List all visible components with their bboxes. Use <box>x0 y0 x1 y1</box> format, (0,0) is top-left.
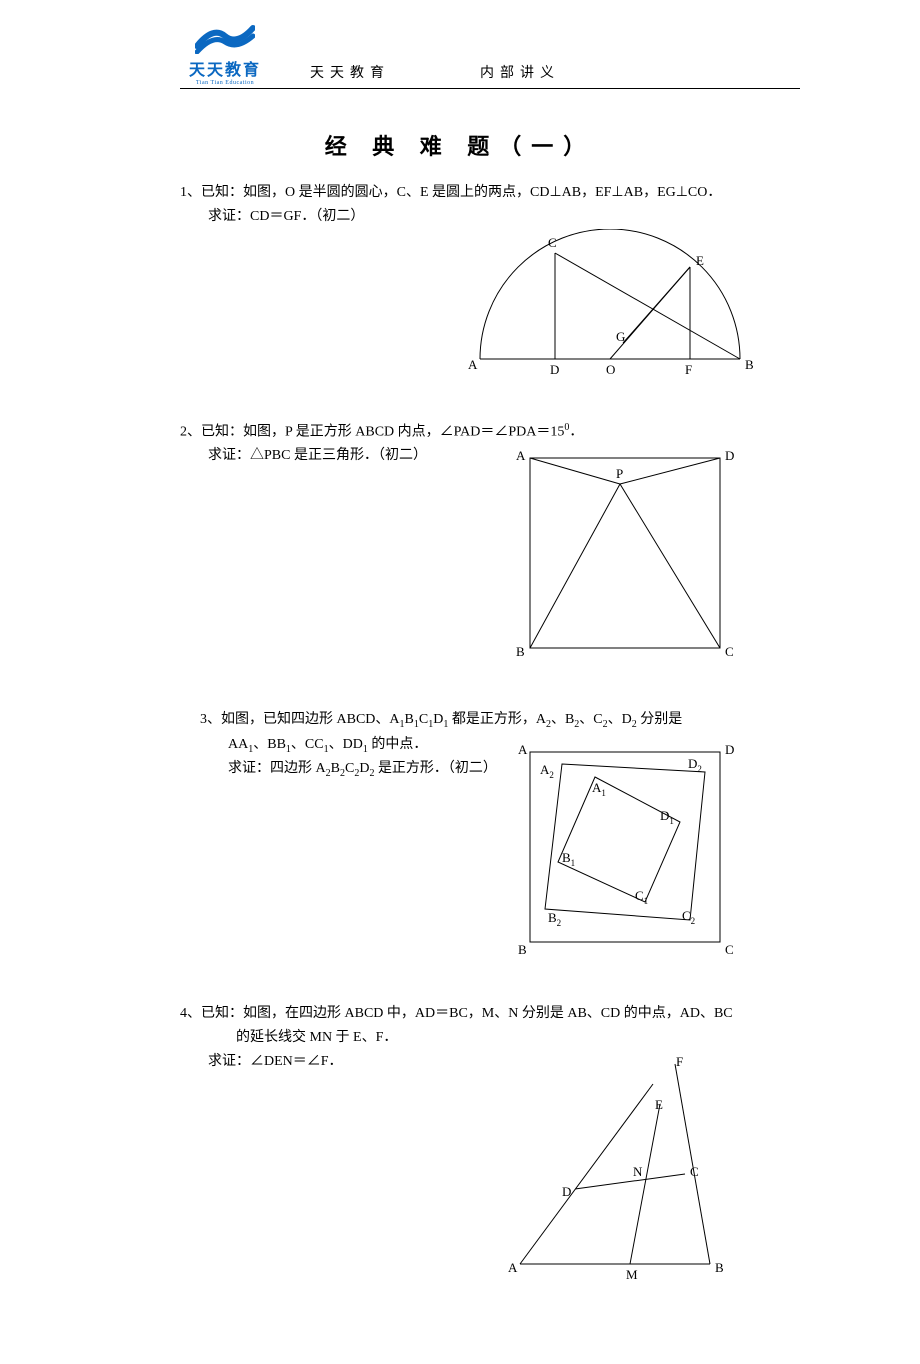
p3-t1: 如图，已知四边形 ABCD、A <box>221 712 400 727</box>
p3-num: 3、 <box>200 712 221 727</box>
p4-line1: 4、已知：如图，在四边形 ABCD 中，AD＝BC，M、N 分别是 AB、CD … <box>180 1002 800 1026</box>
p3-l2d: 、DD <box>329 737 363 752</box>
p3-t7: 、C <box>579 712 602 727</box>
header-doc: 内部讲义 <box>480 62 560 82</box>
lbl3-A: A <box>518 742 528 757</box>
logo: 天天教育 Tian Tian Education <box>180 20 270 86</box>
lbl4-N: N <box>633 1164 643 1179</box>
p3-t8: 、D <box>608 712 632 727</box>
p1-line1: 1、已知：如图，O 是半圆的圆心，C、E 是圆上的两点，CD⊥AB，EF⊥AB，… <box>180 181 800 205</box>
lbl-F: F <box>685 362 692 377</box>
p3-t3: C <box>419 712 428 727</box>
p3-l3b: B <box>331 761 340 776</box>
p3-l2a: AA <box>228 737 248 752</box>
lbl3-A1: A1 <box>592 780 606 798</box>
lbl2-P: P <box>616 466 623 481</box>
problem-4: 4、已知：如图，在四边形 ABCD 中，AD＝BC，M、N 分别是 AB、CD … <box>60 1002 860 1293</box>
p1-text1: 已知：如图，O 是半圆的圆心，C、E 是圆上的两点，CD⊥AB，EF⊥AB，EG… <box>201 185 721 200</box>
lbl4-B: B <box>715 1260 724 1275</box>
p3-l2e: 的中点． <box>368 737 428 752</box>
lbl-D: D <box>550 362 559 377</box>
lbl-O: O <box>606 362 615 377</box>
p2-num: 2、 <box>180 424 201 439</box>
lbl4-E: E <box>655 1097 663 1112</box>
p3-l2b: 、BB <box>253 737 286 752</box>
lbl4-D: D <box>562 1184 571 1199</box>
lbl2-B: B <box>516 644 525 658</box>
p3-l3c: C <box>345 761 354 776</box>
page-title: 经 典 难 题（一） <box>60 129 860 161</box>
problem-1: 1、已知：如图，O 是半圆的圆心，C、E 是圆上的两点，CD⊥AB，EF⊥AB，… <box>60 181 860 389</box>
p4-t1: 已知：如图，在四边形 ABCD 中，AD＝BC，M、N 分别是 AB、CD 的中… <box>201 1006 733 1021</box>
p3-t5: 都是正方形，A <box>448 712 546 727</box>
lbl2-A: A <box>516 448 526 463</box>
p3-t4: D <box>433 712 443 727</box>
p1-num: 1、 <box>180 185 201 200</box>
lbl2-C: C <box>725 644 734 658</box>
figure-2: A D B C P <box>510 448 740 658</box>
lbl2-D: D <box>725 448 734 463</box>
figure-1: A B C D E F G O <box>460 229 780 389</box>
lbl3-A2: A2 <box>540 762 554 780</box>
lbl3-D: D <box>725 742 734 757</box>
figure-3: A D B C A1 D1 C1 B1 A2 D2 C2 B2 <box>510 742 740 962</box>
lbl4-A: A <box>508 1260 518 1275</box>
lbl3-D1: D1 <box>660 808 674 826</box>
lbl3-B1: B1 <box>562 850 575 868</box>
p3-t6: 、B <box>551 712 574 727</box>
lbl3-C: C <box>725 942 734 957</box>
lbl3-B: B <box>518 942 527 957</box>
p3-l3a: 求证：四边形 A <box>228 761 326 776</box>
lbl3-B2: B2 <box>548 910 561 928</box>
logo-text-cn: 天天教育 <box>180 56 270 80</box>
p3-l2c: 、CC <box>291 737 324 752</box>
logo-mark-icon <box>195 20 255 54</box>
p4-num: 4、 <box>180 1006 201 1021</box>
problem-3: 3、如图，已知四边形 ABCD、A1B1C1D1 都是正方形，A2、B2、C2、… <box>60 708 860 972</box>
p2-line1: 2、已知：如图，P 是正方形 ABCD 内点，∠PAD＝∠PDA＝150． <box>180 419 800 444</box>
figure-4: A B C D E F M N <box>490 1054 740 1284</box>
p1-line2: 求证：CD＝GF．（初二） <box>180 205 800 229</box>
p3-t9: 分别是 <box>637 712 683 727</box>
problem-2: 2、已知：如图，P 是正方形 ABCD 内点，∠PAD＝∠PDA＝150． 求证… <box>60 419 860 678</box>
p3-line1: 3、如图，已知四边形 ABCD、A1B1C1D1 都是正方形，A2、B2、C2、… <box>200 708 800 733</box>
lbl-C: C <box>548 235 557 250</box>
p2-text1a: 已知：如图，P 是正方形 ABCD 内点，∠PAD＝∠PDA＝15 <box>201 424 564 439</box>
p4-line2: 的延长线交 MN 于 E、F． <box>180 1026 800 1050</box>
p3-t2: B <box>405 712 414 727</box>
lbl4-F: F <box>676 1054 683 1069</box>
logo-text-en: Tian Tian Education <box>180 80 270 86</box>
lbl-E: E <box>696 253 704 268</box>
lbl-G: G <box>616 329 625 344</box>
p3-l3e: 是正方形．（初二） <box>374 761 497 776</box>
lbl4-C: C <box>690 1164 699 1179</box>
lbl3-C2: C2 <box>682 908 695 926</box>
lbl-B: B <box>745 357 754 372</box>
lbl3-C1: C1 <box>635 888 648 906</box>
header-org: 天天教育 <box>310 62 390 82</box>
p2-text1b: ． <box>569 424 583 439</box>
p3-l3d: D <box>359 761 369 776</box>
lbl4-M: M <box>626 1267 638 1282</box>
page-header: 天天教育 Tian Tian Education 天天教育 内部讲义 <box>180 20 800 89</box>
lbl-A: A <box>468 357 478 372</box>
header-text: 天天教育 内部讲义 <box>310 62 560 86</box>
